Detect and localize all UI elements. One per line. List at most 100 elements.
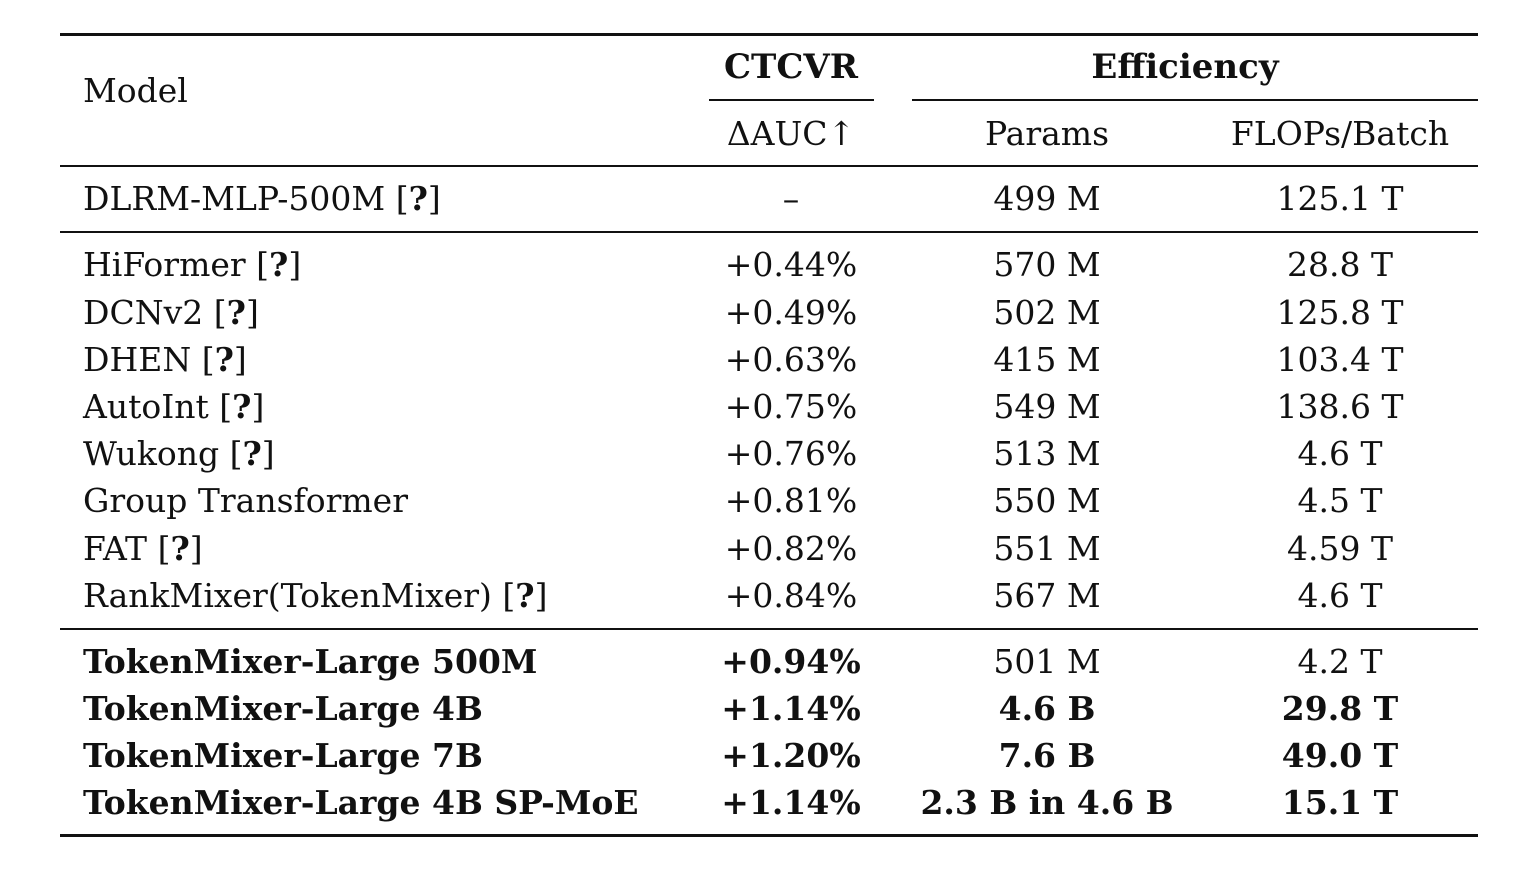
params-cell: 513 M <box>993 434 1101 473</box>
flops-cell: 103.4 T <box>1276 340 1404 379</box>
model-name: FAT <box>83 529 148 568</box>
params-cell: 567 M <box>993 576 1101 615</box>
model-name: Group Transformer <box>83 481 408 520</box>
model-name: DLRM-MLP-500M <box>83 179 386 218</box>
citation: [?] <box>147 529 203 568</box>
baseline-rule <box>60 231 1478 233</box>
params-cell: 550 M <box>993 481 1101 520</box>
citation-mark: ? <box>242 434 262 473</box>
params-cell: 415 M <box>993 340 1101 379</box>
citation: [?] <box>209 387 265 426</box>
flops-cell: 28.8 T <box>1287 245 1393 284</box>
flops-cell: 4.2 T <box>1297 642 1383 681</box>
auc-cell: +1.14% <box>721 783 861 822</box>
citation-open-bracket: [ <box>502 576 516 615</box>
citation-close-bracket: ] <box>189 529 203 568</box>
citation-mark: ? <box>226 293 246 332</box>
citation: [?] <box>246 245 301 284</box>
flops-column-header: FLOPs/Batch <box>1230 114 1450 153</box>
baseline-auc-cell: – <box>782 179 800 218</box>
params-cell: 570 M <box>993 245 1101 284</box>
efficiency-group-header: Efficiency <box>1091 47 1279 87</box>
citation-mark: ? <box>515 576 535 615</box>
auc-cell: +0.82% <box>724 529 858 568</box>
citation-open-bracket: [ <box>256 245 270 284</box>
citation-close-bracket: ] <box>233 340 247 379</box>
baseline-flops-cell: 125.1 T <box>1276 179 1404 218</box>
flops-cell: 4.59 T <box>1287 529 1393 568</box>
citation: [?] <box>191 340 247 379</box>
params-column-header: Params <box>984 114 1110 153</box>
baseline-params-cell: 499 M <box>993 179 1101 218</box>
model-cell: TokenMixer-Large 4B SP-MoE <box>83 783 639 822</box>
model-cell: TokenMixer-Large 7B <box>83 736 483 775</box>
flops-cell: 29.8 T <box>1281 689 1399 728</box>
flops-cell: 4.6 T <box>1297 576 1383 615</box>
citation: [?] <box>219 434 275 473</box>
citation-close-bracket: ] <box>534 576 548 615</box>
flops-cell: 138.6 T <box>1276 387 1404 426</box>
flops-cell: 4.6 T <box>1297 434 1383 473</box>
ctcvr-group-header: CTCVR <box>723 47 859 87</box>
model-column-header: Model <box>83 71 188 110</box>
citation-close-bracket: ] <box>245 293 259 332</box>
efficiency-group-rule <box>912 99 1478 101</box>
auc-cell: +1.20% <box>721 736 861 775</box>
ctcvr-group-rule <box>709 99 874 101</box>
citation-mark: ? <box>408 179 428 218</box>
citation-mark: ? <box>232 387 252 426</box>
header-rule <box>60 165 1478 167</box>
citation-mark: ? <box>214 340 234 379</box>
params-cell: 7.6 B <box>998 736 1096 775</box>
model-name: DCNv2 <box>83 293 204 332</box>
auc-column-header: ΔAUC↑ <box>726 114 856 153</box>
flops-cell: 125.8 T <box>1276 293 1404 332</box>
params-cell: 549 M <box>993 387 1101 426</box>
model-name: RankMixer(TokenMixer) <box>83 576 492 615</box>
model-cell: DHEN [?] <box>83 343 247 376</box>
flops-cell: 4.5 T <box>1297 481 1383 520</box>
citation-close-bracket: ] <box>251 387 265 426</box>
auc-cell: +0.63% <box>724 340 858 379</box>
auc-cell: +0.94% <box>721 642 861 681</box>
auc-cell: +1.14% <box>721 689 861 728</box>
model-name: Wukong <box>83 434 220 473</box>
params-cell: 502 M <box>993 293 1101 332</box>
model-cell: RankMixer(TokenMixer) [?] <box>83 579 547 612</box>
model-cell: AutoInt [?] <box>83 390 264 423</box>
flops-cell: 15.1 T <box>1281 783 1399 822</box>
auc-cell: +0.84% <box>724 576 858 615</box>
citation-open-bracket: [ <box>201 340 215 379</box>
citation: [?] <box>492 576 548 615</box>
citation-close-bracket: ] <box>261 434 275 473</box>
auc-cell: +0.49% <box>724 293 858 332</box>
params-cell: 551 M <box>993 529 1101 568</box>
citation-open-bracket: [ <box>219 387 233 426</box>
bottom-rule <box>60 834 1478 837</box>
model-cell: Group Transformer <box>83 484 408 517</box>
auc-cell: +0.81% <box>724 481 858 520</box>
params-cell: 2.3 B in 4.6 B <box>920 783 1174 822</box>
model-name: AutoInt <box>83 387 209 426</box>
model-cell: TokenMixer-Large 500M <box>83 642 538 681</box>
auc-cell: +0.76% <box>724 434 858 473</box>
model-name: HiFormer <box>83 245 246 284</box>
model-cell: Wukong [?] <box>83 437 275 470</box>
auc-cell: +0.75% <box>724 387 858 426</box>
citation: [?] <box>395 179 441 218</box>
model-cell: DCNv2 [?] <box>83 296 259 329</box>
ours-rule <box>60 628 1478 630</box>
params-cell: 501 M <box>993 642 1101 681</box>
citation-open-bracket: [ <box>157 529 171 568</box>
auc-cell: +0.44% <box>724 245 858 284</box>
citation: [?] <box>203 293 259 332</box>
baseline-model-cell: DLRM-MLP-500M [?] <box>83 182 441 215</box>
top-rule <box>60 33 1478 36</box>
model-cell: FAT [?] <box>83 532 203 565</box>
flops-cell: 49.0 T <box>1281 736 1399 775</box>
citation-open-bracket: [ <box>213 293 227 332</box>
params-cell: 4.6 B <box>998 689 1096 728</box>
model-cell: TokenMixer-Large 4B <box>83 689 483 728</box>
model-cell: HiFormer [?] <box>83 248 301 281</box>
model-name: DHEN <box>83 340 192 379</box>
